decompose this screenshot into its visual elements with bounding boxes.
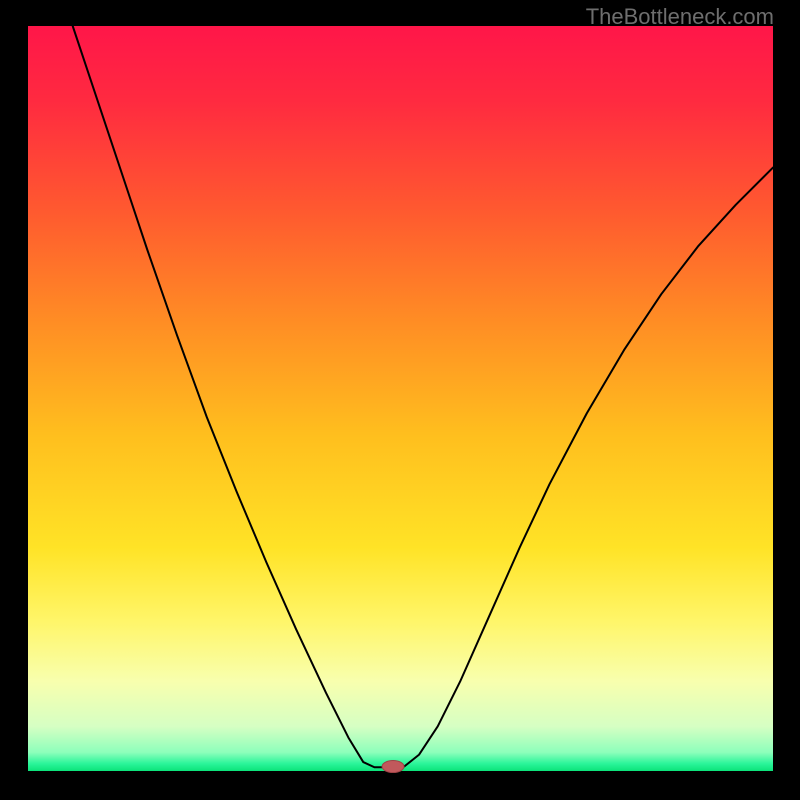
chart-stage: TheBottleneck.com bbox=[0, 0, 800, 800]
plot-background bbox=[28, 26, 773, 771]
watermark-text: TheBottleneck.com bbox=[586, 4, 774, 30]
bottleneck-chart bbox=[0, 0, 800, 800]
optimal-point-marker bbox=[382, 761, 404, 773]
